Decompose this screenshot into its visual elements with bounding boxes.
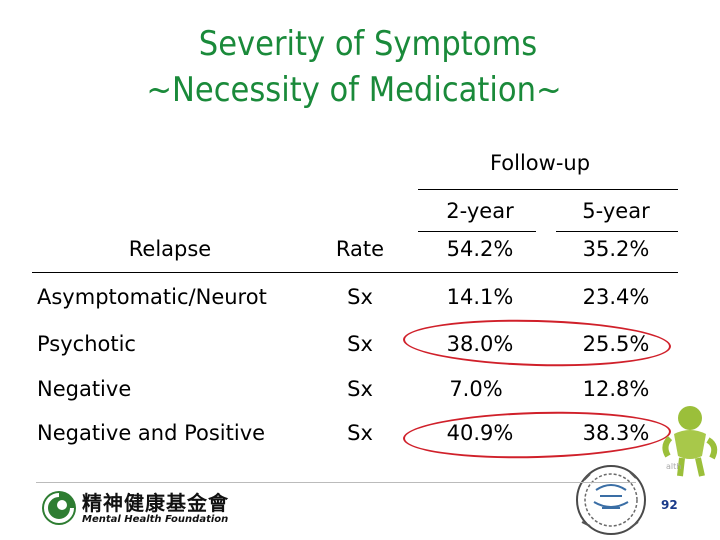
title-line-2: ~Necessity of Medication~ [146, 70, 562, 110]
foundation-logo-icon [42, 491, 76, 525]
row-value-5-year: 38.3% [582, 421, 650, 445]
org-name-en: Mental Health Foundation [82, 514, 229, 525]
ghost-text: alth [666, 462, 682, 471]
page-number: 92 [661, 498, 678, 512]
subheader-rule-2-year [418, 231, 536, 232]
row-label: Asymptomatic/Neurot [37, 285, 267, 309]
header-5-year: 5-year [582, 199, 650, 223]
row-value-2-year: 14.1% [446, 285, 514, 309]
highlight-oval-psychotic [402, 316, 672, 370]
footer-divider [36, 482, 636, 483]
org-name-cn: 精神健康基金會 [82, 491, 229, 515]
row-label: Negative and Positive [37, 421, 266, 445]
header-2-year: 2-year [446, 199, 514, 223]
row-label: Psychotic [37, 332, 136, 356]
row-sx: Sx [347, 332, 373, 356]
row-value-2-year: 7.0% [449, 377, 503, 401]
header-rate-5-year: 35.2% [582, 237, 650, 261]
title-line-1: Severity of Symptoms [198, 24, 538, 64]
row-sx: Sx [347, 285, 373, 309]
highlight-oval-negative-positive [402, 408, 672, 462]
header-relapse: Relapse [128, 237, 212, 261]
follow-up-header: Follow-up [489, 151, 591, 175]
follow-up-rule [418, 189, 678, 190]
row-label: Negative [37, 377, 132, 401]
round-stamp-icon [576, 465, 646, 535]
header-rate: Rate [335, 237, 385, 261]
decorative-figure-icon [662, 406, 718, 477]
row-value-5-year: 12.8% [582, 377, 650, 401]
subheader-rule-5-year [556, 231, 678, 232]
header-rule [32, 272, 678, 273]
row-sx: Sx [347, 421, 373, 445]
row-value-5-year: 23.4% [582, 285, 650, 309]
header-rate-2-year: 54.2% [446, 237, 514, 261]
row-value-2-year: 38.0% [446, 332, 514, 356]
row-sx: Sx [347, 377, 373, 401]
row-value-5-year: 25.5% [582, 332, 650, 356]
row-value-2-year: 40.9% [446, 421, 514, 445]
